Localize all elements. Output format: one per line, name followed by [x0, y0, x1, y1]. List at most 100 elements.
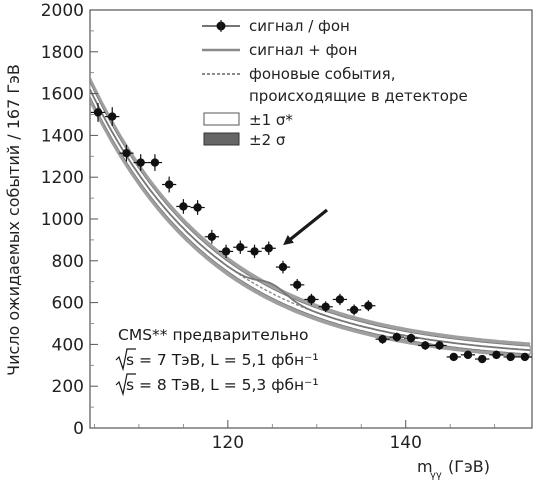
x-tick-label: 120 [212, 433, 244, 453]
data-point [275, 260, 291, 274]
data-marker [293, 280, 302, 290]
data-point [233, 240, 248, 254]
data-marker [364, 301, 373, 310]
y-axis-title: Число ожидаемых событий / 167 ГэВ [4, 64, 23, 376]
data-marker [349, 305, 359, 315]
data-point [204, 229, 219, 244]
data-point [418, 341, 433, 350]
legend-label-solid: сигнал + фон [249, 41, 357, 59]
data-marker [520, 352, 530, 362]
data-marker [150, 158, 160, 167]
data-marker [179, 202, 188, 211]
data-point [133, 154, 148, 171]
data-point [162, 176, 177, 193]
data-marker [122, 148, 131, 158]
data-marker [207, 232, 217, 241]
data-point [375, 334, 390, 344]
data-marker [378, 334, 387, 344]
data-marker [264, 244, 273, 253]
data-point [403, 333, 419, 343]
data-marker [321, 302, 330, 311]
data-marker [236, 243, 245, 252]
data-marker [335, 295, 345, 304]
data-point [361, 300, 376, 312]
y-tick-label: 1800 [41, 43, 84, 63]
excess-arrow [283, 208, 328, 246]
x-axis-title-sub: γγ [430, 470, 442, 481]
data-point [347, 304, 362, 316]
data-point [389, 332, 404, 342]
data-point [460, 350, 476, 360]
data-point [105, 107, 120, 126]
annotation-experiment: CMS** предварительно [118, 326, 308, 344]
sigma1-band [89, 82, 531, 355]
annotation-run2: s = 8 ТэВ, L = 5,3 фбн⁻¹ [126, 376, 319, 394]
data-marker [193, 203, 202, 212]
x-axis: 120 140 [94, 420, 496, 453]
sqrt-symbol-1 [115, 348, 136, 372]
x-axis-title-main: m [417, 457, 433, 476]
legend-sigma2-swatch [203, 132, 240, 146]
y-tick-label: 1000 [41, 210, 84, 230]
legend: сигнал / фон сигнал + фон фоновые событи… [202, 17, 468, 149]
data-point [475, 354, 490, 364]
data-point [218, 244, 234, 259]
x-axis-title: m γγ (ГэВ) [417, 457, 490, 481]
y-tick-label: 1200 [41, 168, 84, 188]
legend-label-dashed-1: фоновые события, [249, 65, 395, 83]
data-marker [164, 180, 174, 189]
x-tick-label: 140 [389, 433, 421, 453]
data-marker [392, 332, 402, 342]
legend-sigma1-swatch [203, 112, 240, 126]
data-point [489, 350, 504, 360]
y-axis: 0 200 400 600 800 1000 1200 1400 1600 1800 2000 [41, 1, 98, 439]
x-axis-title-unit: (ГэВ) [448, 457, 490, 476]
data-marker [307, 295, 316, 304]
data-points [90, 103, 532, 364]
y-tick-label: 0 [73, 419, 84, 439]
data-marker [278, 262, 288, 272]
data-point [332, 293, 348, 306]
data-point [176, 199, 191, 214]
sigma2-band [90, 75, 531, 358]
data-point [446, 352, 461, 362]
data-point [290, 278, 305, 291]
legend-label-sigma1: ±1 σ* [249, 111, 293, 129]
data-marker [506, 352, 515, 362]
data-marker [435, 341, 444, 350]
data-marker [221, 247, 231, 256]
data-point [503, 352, 518, 362]
data-marker [449, 352, 458, 362]
data-marker [421, 341, 430, 350]
data-point [90, 103, 106, 122]
experiment-annotation: CMS** предварительно s = 7 ТэВ, L = 5,1 … [115, 326, 319, 397]
y-tick-label: 200 [52, 377, 84, 397]
data-marker [108, 112, 117, 121]
legend-label-sigma2: ±2 σ [249, 131, 286, 149]
y-tick-label: 400 [52, 335, 84, 355]
data-point [261, 241, 276, 255]
data-marker [93, 108, 103, 117]
y-tick-label: 800 [52, 252, 84, 272]
legend-label-points: сигнал / фон [249, 17, 350, 35]
data-point [432, 341, 447, 350]
signal-plus-background-curve [89, 89, 531, 352]
data-marker [406, 333, 416, 343]
y-tick-label: 1600 [41, 85, 84, 105]
y-tick-label: 2000 [41, 1, 84, 21]
data-point [304, 293, 319, 306]
annotation-run1: s = 7 ТэВ, L = 5,1 фбн⁻¹ [126, 351, 319, 369]
data-point [247, 244, 262, 259]
data-marker [477, 354, 487, 364]
data-point [318, 301, 333, 313]
y-tick-label: 1400 [41, 126, 84, 146]
sqrt-symbol-2 [115, 373, 136, 397]
data-marker [136, 158, 145, 167]
data-point [147, 154, 163, 171]
data-marker [250, 247, 259, 256]
legend-label-dashed-2: происходящие в детекторе [249, 87, 468, 105]
data-marker [463, 350, 473, 360]
data-point [517, 352, 532, 362]
data-marker [492, 350, 501, 360]
